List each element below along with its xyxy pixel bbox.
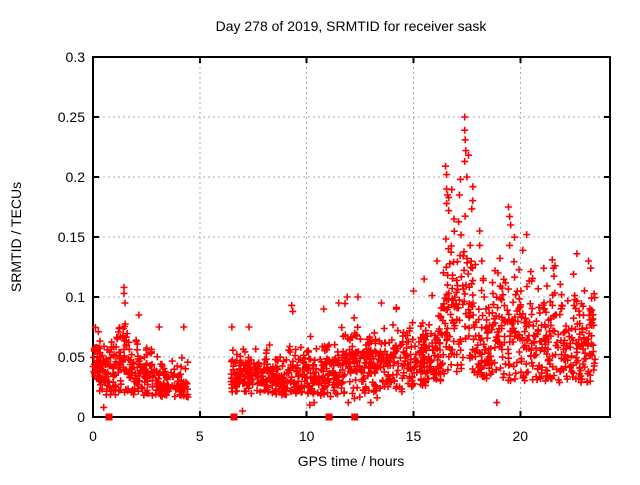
y-tick-label: 0.05 <box>58 349 85 365</box>
y-tick-label: 0.3 <box>66 49 86 65</box>
srmtid-scatter-points <box>89 113 599 415</box>
flag-square-marker <box>325 413 333 421</box>
x-tick-label: 5 <box>196 428 204 444</box>
x-tick-label: 0 <box>89 428 97 444</box>
y-tick-label: 0.15 <box>58 229 85 245</box>
y-tick-label: 0.1 <box>66 289 86 305</box>
x-tick-label: 15 <box>406 428 422 444</box>
y-tick-label: 0 <box>77 409 85 425</box>
y-tick-label: 0.2 <box>66 169 86 185</box>
flag-square-marker <box>351 413 359 421</box>
tick-labels: 0 5 10 15 20 0 0.05 0.1 0.15 0.2 0.25 0.3 <box>58 49 529 444</box>
y-axis-label: SRMTID / TECUs <box>8 182 24 292</box>
y-tick-label: 0.25 <box>58 109 85 125</box>
x-tick-label: 20 <box>512 428 528 444</box>
flag-square-marker <box>105 413 113 421</box>
flag-markers <box>105 413 359 421</box>
plot-title: Day 278 of 2019, SRMTID for receiver sas… <box>216 18 488 34</box>
x-tick-label: 10 <box>299 428 315 444</box>
data-points <box>89 113 599 415</box>
flag-square-marker <box>230 413 238 421</box>
x-axis-label: GPS time / hours <box>298 453 405 469</box>
